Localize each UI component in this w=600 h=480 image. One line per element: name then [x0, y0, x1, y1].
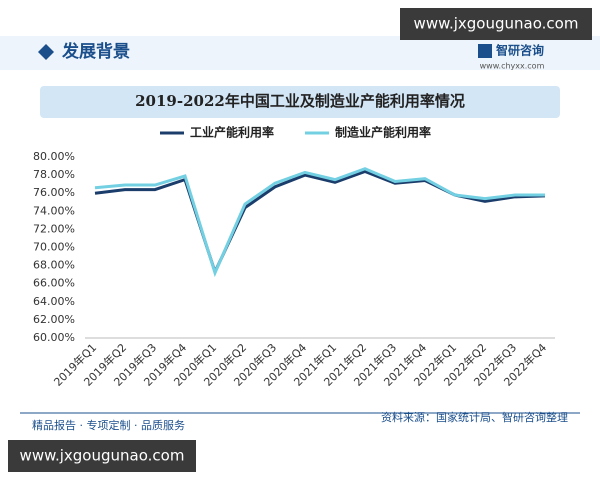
- y-tick-label: 76.00%: [33, 186, 75, 199]
- title-bar: [40, 86, 560, 118]
- overlay-text: www.jxgougunao.com: [20, 447, 185, 465]
- brand-logo: [478, 44, 492, 58]
- overlay-text: www.jxgougunao.com: [414, 15, 579, 33]
- header-bar: [0, 36, 600, 70]
- y-tick-label: 80.00%: [33, 150, 75, 163]
- header-title: 发展背景: [61, 41, 130, 62]
- y-tick-label: 66.00%: [33, 277, 75, 290]
- header-icon: [38, 44, 54, 60]
- legend-label: 制造业产能利用率: [335, 125, 431, 140]
- y-tick-label: 60.00%: [33, 331, 75, 344]
- footer-left: 精品报告 · 专项定制 · 品质服务: [32, 418, 185, 432]
- overlay-box: [8, 440, 196, 472]
- overlay-box: [400, 8, 592, 40]
- brand-name: 智研咨询: [495, 43, 544, 58]
- brand-site: www.chyxx.com: [480, 62, 545, 71]
- y-tick-label: 78.00%: [33, 168, 75, 181]
- y-tick-label: 64.00%: [33, 295, 75, 308]
- chart-title: 2019-2022年中国工业及制造业产能利用率情况: [135, 92, 465, 110]
- footer-source: 资料来源：国家统计局、智研咨询整理: [381, 410, 568, 424]
- y-tick-label: 74.00%: [33, 204, 75, 217]
- y-tick-label: 70.00%: [33, 241, 75, 254]
- series-line: [94, 167, 545, 278]
- y-tick-label: 72.00%: [33, 222, 75, 235]
- y-tick-label: 62.00%: [33, 313, 75, 326]
- y-tick-label: 68.00%: [33, 259, 75, 272]
- legend-label: 工业产能利用率: [190, 125, 274, 140]
